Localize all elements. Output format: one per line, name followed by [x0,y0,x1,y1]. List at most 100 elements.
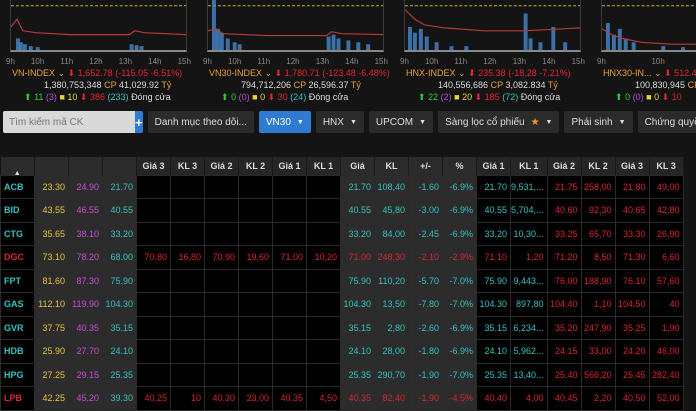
bid-price-2[interactable]: 40.30 [204,386,239,411]
hnx-dropdown[interactable]: HNX ▼ [315,111,364,133]
search-input[interactable] [3,111,135,133]
chevron-down-icon[interactable]: ⌄ [654,68,662,78]
table-row[interactable]: BID 43.55 46.55 40.55 40.55 45,80 -3.00 -6.9% 40… [0,198,684,223]
bid-price-1[interactable] [272,268,307,293]
column-header[interactable]: Giá 2 [547,157,582,175]
column-header[interactable]: % [442,157,477,175]
bid-price-3[interactable] [136,268,171,293]
bid-price-1[interactable] [272,174,307,199]
ask-price-3[interactable]: 35.25 [614,315,650,340]
bid-price-3[interactable]: 40.25 [136,386,171,411]
ask-price-2[interactable]: 21.75 [546,174,582,199]
warrants-tab[interactable]: Chứng quyền [637,111,696,133]
chevron-down-icon[interactable]: ⌄ [458,68,466,78]
bid-price-1[interactable] [272,292,307,317]
ask-price-2[interactable]: 76.00 [546,268,582,293]
bid-price-2[interactable] [204,221,239,246]
symbol-cell[interactable]: ACB [0,174,35,199]
index-card-vn30-index[interactable]: 9h 10h 11h 12h 13h 14h 15h VN30-INDEX ⌄ ⬇ 1,78… [197,0,394,103]
bid-price-3[interactable] [136,362,171,387]
column-header[interactable]: Giá 1 [476,157,511,175]
table-row[interactable]: LPB 42.25 45.20 39.30 40.25 10 40.30 23,00 40.35… [0,386,684,411]
table-row[interactable]: HDB 25.90 27.70 24.10 24.10 28,00 -1.80 -6.9% 24… [0,339,684,364]
bid-price-3[interactable] [136,221,171,246]
derivatives-dropdown[interactable]: Phái sinh ▼ [564,111,633,133]
ask-price-2[interactable]: 104.40 [546,292,582,317]
column-header[interactable]: +/- [408,157,443,175]
bid-price-1[interactable] [272,198,307,223]
column-header[interactable] [102,157,137,175]
ask-price-1[interactable]: 40.40 [476,386,511,411]
bid-price-2[interactable] [204,174,239,199]
sort-asc-icon[interactable]: ▲ [13,169,21,177]
ask-price-2[interactable]: 24.15 [546,339,582,364]
bid-price-3[interactable] [136,174,171,199]
bid-price-1[interactable] [272,339,307,364]
chevron-down-icon[interactable]: ⌄ [57,68,66,78]
symbol-cell[interactable]: LPB [0,386,35,411]
symbol-cell[interactable]: DGC [0,245,35,270]
bid-price-1[interactable] [272,221,307,246]
ask-price-1[interactable]: 71.10 [476,245,511,270]
ask-price-3[interactable]: 40.50 [614,386,650,411]
bid-price-2[interactable]: 70.90 [204,245,239,270]
column-header[interactable]: Giá [340,157,375,175]
ask-price-1[interactable]: 21.70 [476,174,511,199]
table-row[interactable]: FPT 81.60 87.30 75.90 75.90 110,20 -5.70 -7.0% 7… [0,268,684,293]
column-header[interactable]: KL 2 [581,157,616,175]
index-card-hnx-index[interactable]: 9h 10h 11h 12h 13h 14h 15h HNX-INDEX ⌄ ⬇ 235.3… [394,0,591,103]
symbol-cell[interactable]: GAS [0,292,35,317]
symbol-cell[interactable]: BID [0,198,35,223]
column-header[interactable]: KL 2 [238,157,273,175]
stock-screener-dropdown[interactable]: Sàng lọc cổ phiếu ★ ▼ [438,111,560,133]
ask-price-2[interactable]: 71.20 [546,245,582,270]
ask-price-3[interactable]: 40.65 [614,198,650,223]
bid-price-3[interactable]: 70.80 [136,245,171,270]
bid-price-3[interactable] [136,339,171,364]
ask-price-3[interactable]: 104.50 [614,292,650,317]
symbol-cell[interactable]: HPG [0,362,35,387]
ask-price-3[interactable]: 21.80 [614,174,650,199]
ask-price-1[interactable]: 24.10 [476,339,511,364]
ask-price-3[interactable]: 33.30 [614,221,650,246]
bid-price-2[interactable] [204,198,239,223]
symbol-cell[interactable]: FPT [0,268,35,293]
bid-price-2[interactable] [204,339,239,364]
column-header[interactable]: KL 1 [306,157,341,175]
bid-price-2[interactable] [204,292,239,317]
table-row[interactable]: DGC 73.10 78.20 68.00 70.80 16,80 70.90 19,60 71… [0,245,684,270]
watchlist-dropdown[interactable]: Danh mục theo dõi... [147,111,254,133]
ask-price-3[interactable]: 71.30 [614,245,650,270]
column-header[interactable]: KL [374,157,409,175]
bid-price-1[interactable] [272,362,307,387]
column-header[interactable]: KL 3 [649,157,684,175]
ask-price-2[interactable]: 40.60 [546,198,582,223]
column-header[interactable]: ▲ [0,157,35,177]
table-row[interactable]: HPG 27.25 29.15 25.35 25.35 290,70 -1.90 -7.0% 2… [0,362,684,387]
ask-price-3[interactable]: 76.10 [614,268,650,293]
ask-price-3[interactable]: 24.20 [614,339,650,364]
column-header[interactable]: Giá 3 [136,157,171,175]
bid-price-3[interactable] [136,315,171,340]
bid-price-1[interactable] [272,315,307,340]
table-row[interactable]: CTG 35.65 38.10 33.20 33.20 84,00 -2.45 -6.9% 33… [0,221,684,246]
bid-price-1[interactable]: 40.35 [272,386,307,411]
index-card-vn-index[interactable]: 9h 10h 11h 12h 13h 14h 15h VN-INDEX ⌄ ⬇ 1,652.… [0,0,197,103]
bid-price-2[interactable] [204,315,239,340]
ask-price-1[interactable]: 40.55 [476,198,511,223]
column-header[interactable]: KL 3 [170,157,205,175]
ask-price-2[interactable]: 25.40 [546,362,582,387]
bid-price-1[interactable]: 71.00 [272,245,307,270]
ask-price-1[interactable]: 35.15 [476,315,511,340]
column-header[interactable]: KL 1 [510,157,548,175]
column-header[interactable]: Giá 2 [204,157,239,175]
table-row[interactable]: ACB 23.30 24.90 21.70 21.70 108,40 -1.60 -6.9% 2… [0,174,684,199]
bid-price-2[interactable] [204,268,239,293]
vn30-dropdown[interactable]: VN30 ▼ [258,111,311,133]
column-header[interactable]: Giá 3 [615,157,650,175]
ask-price-1[interactable]: 25.35 [476,362,511,387]
ask-price-2[interactable]: 40.45 [546,386,582,411]
ask-price-2[interactable]: 33.25 [546,221,582,246]
table-row[interactable]: GVR 37.75 40.35 35.15 35.15 2,80 -2.60 -6.9% 35.… [0,315,684,340]
